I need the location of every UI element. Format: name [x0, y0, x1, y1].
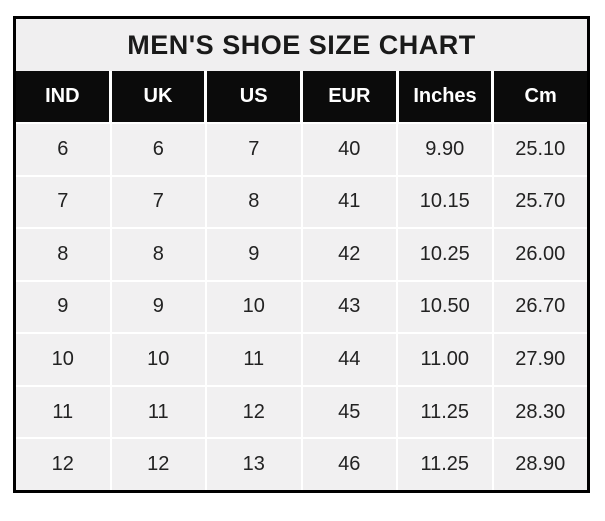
- table-cell: 10.50: [398, 281, 492, 333]
- table-cell: 44: [302, 334, 396, 385]
- table-cell: 8: [207, 176, 301, 228]
- header-row: IND UK US EUR Inches Cm: [16, 71, 587, 122]
- table-cell: 8: [16, 229, 110, 280]
- table-cell: 11.25: [398, 386, 492, 438]
- table-cell: 27.90: [493, 334, 587, 385]
- table-cell: 26.70: [493, 281, 587, 333]
- table-row: 10 10 11 44 11.00 27.90: [16, 334, 587, 385]
- table-cell: 10: [111, 334, 205, 385]
- table-cell: 46: [302, 439, 396, 490]
- chart-title: MEN'S SHOE SIZE CHART: [16, 19, 587, 71]
- table-cell: 41: [302, 176, 396, 228]
- table-cell: 11: [111, 386, 205, 438]
- table-row: 8 8 9 42 10.25 26.00: [16, 229, 587, 280]
- table-cell: 9: [16, 281, 110, 333]
- column-header-eur: EUR: [302, 71, 396, 122]
- table-cell: 43: [302, 281, 396, 333]
- table-cell: 11.25: [398, 439, 492, 490]
- table-row: 6 6 7 40 9.90 25.10: [16, 124, 587, 175]
- table-body: 6 6 7 40 9.90 25.10 7 7 8 41 10.15 25.70…: [16, 122, 587, 490]
- table-cell: 9: [207, 229, 301, 280]
- table-cell: 25.10: [493, 124, 587, 175]
- size-chart-table: MEN'S SHOE SIZE CHART IND UK US EUR Inch…: [13, 16, 590, 493]
- table-row: 12 12 13 46 11.25 28.90: [16, 439, 587, 490]
- table-cell: 26.00: [493, 229, 587, 280]
- table-cell: 45: [302, 386, 396, 438]
- table-cell: 9.90: [398, 124, 492, 175]
- table-cell: 12: [16, 439, 110, 490]
- column-header-ind: IND: [16, 71, 109, 122]
- table-row: 7 7 8 41 10.15 25.70: [16, 176, 587, 228]
- column-header-cm: Cm: [494, 71, 587, 122]
- column-header-us: US: [207, 71, 300, 122]
- table-cell: 10: [207, 281, 301, 333]
- table-cell: 7: [111, 176, 205, 228]
- table-row: 9 9 10 43 10.50 26.70: [16, 281, 587, 333]
- table-cell: 11: [207, 334, 301, 385]
- table-cell: 9: [111, 281, 205, 333]
- table-cell: 6: [16, 124, 110, 175]
- table-cell: 7: [207, 124, 301, 175]
- table-cell: 40: [302, 124, 396, 175]
- table-cell: 28.30: [493, 386, 587, 438]
- table-cell: 28.90: [493, 439, 587, 490]
- table-cell: 7: [16, 176, 110, 228]
- table-cell: 25.70: [493, 176, 587, 228]
- column-header-inches: Inches: [398, 71, 492, 122]
- table-row: 11 11 12 45 11.25 28.30: [16, 386, 587, 438]
- table-cell: 6: [111, 124, 205, 175]
- table-cell: 10: [16, 334, 110, 385]
- table-cell: 8: [111, 229, 205, 280]
- table-cell: 12: [111, 439, 205, 490]
- table-cell: 42: [302, 229, 396, 280]
- column-header-uk: UK: [111, 71, 205, 122]
- table-cell: 11.00: [398, 334, 492, 385]
- table-cell: 11: [16, 386, 110, 438]
- table-cell: 12: [207, 386, 301, 438]
- table-cell: 10.25: [398, 229, 492, 280]
- table-cell: 13: [207, 439, 301, 490]
- table-cell: 10.15: [398, 176, 492, 228]
